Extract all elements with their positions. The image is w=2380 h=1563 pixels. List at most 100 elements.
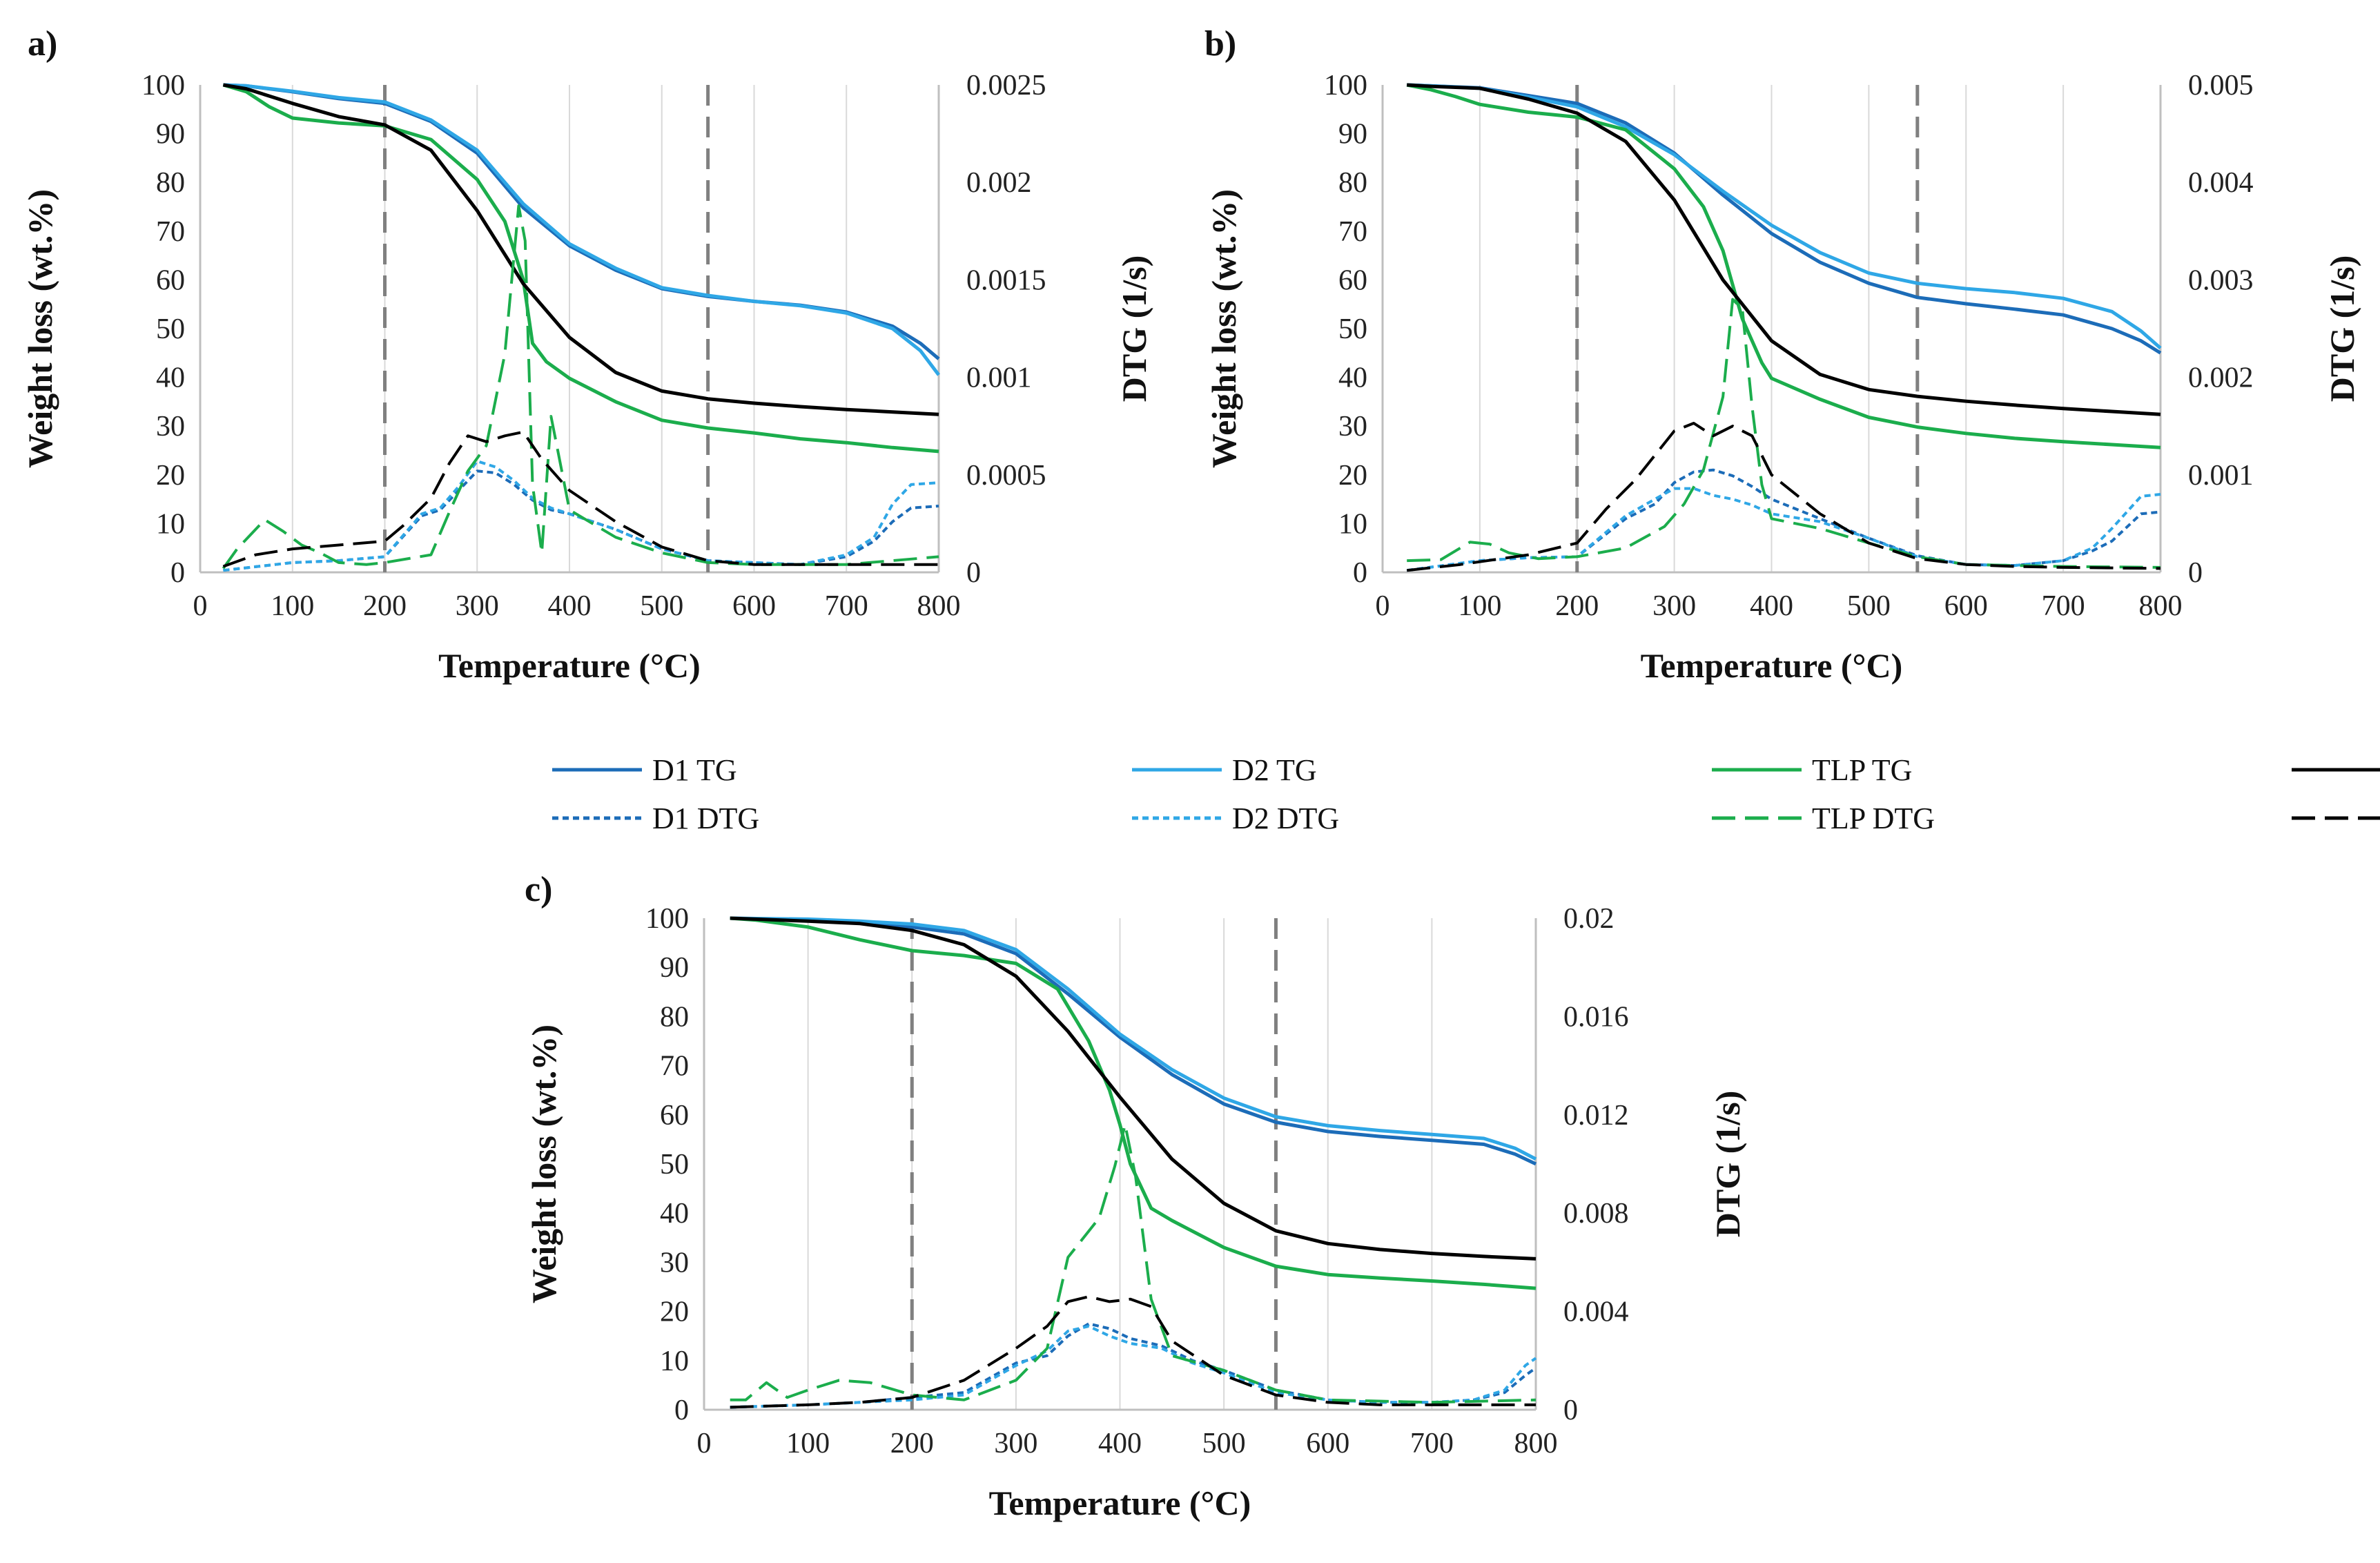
series-d2-tg [1407, 83, 2162, 350]
y-axis-title: Weight loss (wt.%) [1204, 189, 1243, 468]
y-tick-label: 70 [1338, 216, 1367, 248]
y2-tick-label: 0.005 [2188, 70, 2254, 101]
x-axis-title: Temperature (°C) [989, 1484, 1251, 1522]
series-tlp-tg [222, 83, 939, 454]
y-tick-label: 20 [1338, 460, 1367, 492]
x-tick-label: 300 [456, 590, 499, 622]
series-ss-dtg [1406, 422, 2161, 572]
series-d2-dtg [730, 1325, 1537, 1409]
y-tick-label: 0 [170, 557, 185, 589]
legend-label-d1-dtg: D1 DTG [652, 802, 759, 835]
y2-tick-label: 0.016 [1563, 1001, 1629, 1033]
x-tick-label: 800 [2139, 590, 2183, 622]
y-tick-label: 30 [1338, 411, 1367, 443]
legend-label-tlp-dtg: TLP DTG [1812, 802, 1935, 835]
y2-tick-label: 0.012 [1563, 1100, 1629, 1132]
x-tick-label: 200 [1555, 590, 1599, 622]
y-tick-label: 80 [1338, 167, 1367, 199]
series-tlp-dtg [1407, 298, 2161, 569]
y-tick-label: 60 [1338, 264, 1367, 296]
y2-tick-label: 0.0025 [966, 70, 1046, 101]
series-d1-tg [223, 83, 940, 360]
y2-tick-label: 0.002 [2188, 362, 2254, 394]
y2-tick-label: 0.002 [966, 167, 1032, 199]
y-tick-label: 100 [645, 903, 689, 935]
y2-tick-label: 0 [1563, 1395, 1578, 1426]
y-tick-label: 60 [156, 264, 185, 296]
series-d1-dtg [223, 469, 939, 572]
x-tick-label: 600 [732, 590, 776, 622]
y2-tick-label: 0.004 [1563, 1297, 1629, 1328]
y-tick-label: 30 [156, 411, 185, 443]
y2-axis-title: DTG (1/s) [1708, 1091, 1747, 1238]
y-axis-title: Weight loss (wt.%) [21, 189, 59, 468]
y2-tick-label: 0.003 [2188, 264, 2254, 296]
series-d2-dtg [1406, 487, 2161, 572]
y2-tick-label: 0.0015 [966, 264, 1046, 296]
x-tick-label: 700 [1410, 1428, 1454, 1459]
y2-tick-label: 0.008 [1563, 1198, 1629, 1230]
y-tick-label: 40 [156, 362, 185, 394]
y-tick-label: 90 [156, 119, 185, 151]
x-tick-label: 100 [1458, 590, 1501, 622]
panel-a: 0 100 200 300 400 500 600 700 800010203040506070… [21, 24, 1153, 685]
legend-label-d2-tg: D2 TG [1232, 753, 1317, 787]
series-d1-tg [730, 916, 1537, 1166]
series-ss-dtg [222, 430, 939, 568]
series-tlp-dtg [222, 204, 939, 570]
y-tick-label: 60 [660, 1100, 689, 1132]
x-tick-label: 400 [1098, 1428, 1142, 1459]
x-tick-label: 400 [1750, 590, 1793, 622]
y-tick-label: 0 [1353, 557, 1367, 589]
y-tick-label: 90 [660, 952, 689, 984]
y2-tick-label: 0.001 [2188, 460, 2254, 492]
y2-axis-title: DTG (1/s) [2323, 255, 2361, 402]
y-tick-label: 80 [156, 167, 185, 199]
panel-label: b) [1204, 24, 1236, 64]
series-ss-dtg [730, 1295, 1536, 1409]
y-tick-label: 70 [156, 216, 185, 248]
x-tick-label: 100 [271, 590, 314, 622]
x-axis-title: Temperature (°C) [438, 646, 701, 685]
y2-tick-label: 0.004 [2188, 167, 2254, 199]
x-tick-label: 700 [2042, 590, 2085, 622]
x-axis-title: Temperature (°C) [1641, 646, 1903, 685]
y2-tick-label: 0.0005 [966, 460, 1046, 492]
series-ss-tg [222, 83, 939, 416]
y-tick-label: 30 [660, 1247, 689, 1279]
series-d2-tg [223, 83, 940, 376]
series-d1-dtg [730, 1322, 1537, 1409]
y-tick-label: 70 [660, 1051, 689, 1083]
y-tick-label: 10 [660, 1346, 689, 1377]
x-tick-label: 500 [1847, 590, 1891, 622]
y-tick-label: 20 [156, 460, 185, 492]
legend-label-d2-dtg: D2 DTG [1232, 802, 1339, 835]
y2-axis-title: DTG (1/s) [1115, 255, 1153, 402]
y2-tick-label: 0.001 [966, 362, 1032, 394]
series-ss-tg [730, 916, 1537, 1261]
y-tick-label: 40 [1338, 362, 1367, 394]
panel-c: 0 100 200 300 400 500 600 700 800010203040506070… [525, 870, 1747, 1522]
x-tick-label: 200 [890, 1428, 934, 1459]
series-tlp-tg [1406, 83, 2161, 449]
x-tick-label: 600 [1944, 590, 1988, 622]
y2-tick-label: 0 [966, 557, 981, 589]
x-tick-label: 500 [1202, 1428, 1246, 1459]
y-tick-label: 20 [660, 1297, 689, 1328]
x-tick-label: 500 [640, 590, 683, 622]
x-tick-label: 0 [1376, 590, 1390, 622]
y-tick-label: 90 [1338, 119, 1367, 151]
y-tick-label: 10 [156, 508, 185, 540]
y-tick-label: 0 [674, 1395, 689, 1426]
x-tick-label: 400 [548, 590, 592, 622]
legend-label-tlp-tg: TLP TG [1812, 753, 1912, 787]
y-tick-label: 50 [660, 1149, 689, 1181]
y-tick-label: 100 [142, 70, 185, 101]
series-d1-tg [1407, 83, 2162, 355]
x-tick-label: 800 [1514, 1428, 1558, 1459]
series-d2-dtg [223, 460, 939, 572]
legend-label-d1-tg: D1 TG [652, 753, 737, 787]
panel-b: 0 100 200 300 400 500 600 700 800010203040506070… [1204, 24, 2361, 685]
